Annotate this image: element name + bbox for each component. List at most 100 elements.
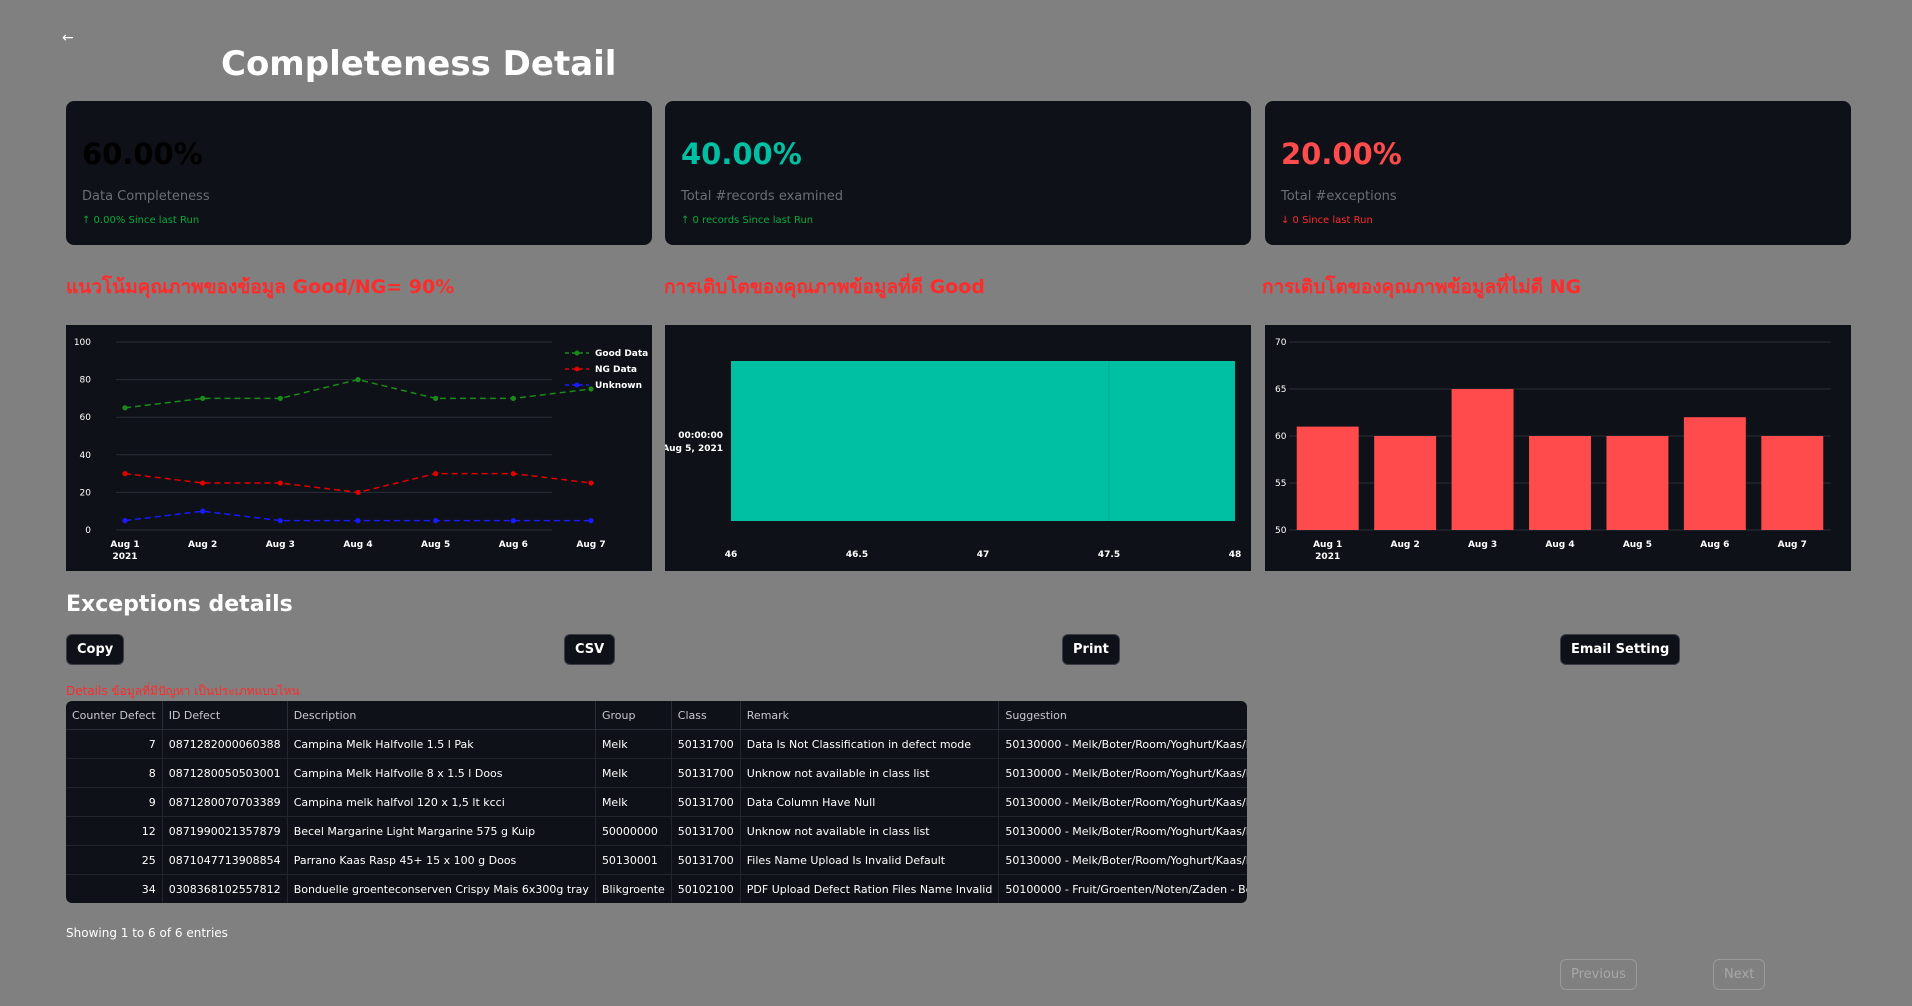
cell-id-defect: 0871280070703389 <box>162 787 288 817</box>
x-tick-label: Aug 7 <box>1778 540 1807 550</box>
cell-class: 50131700 <box>671 729 741 759</box>
column-header-group[interactable]: Group <box>595 701 672 730</box>
cell-suggestion: 50130000 - Melk/Boter/Room/Yoghurt/Kaas/… <box>998 758 1247 788</box>
next-page-button[interactable]: Next <box>1713 959 1766 990</box>
data-point <box>433 471 439 477</box>
y-tick-label: Aug 5, 2021 <box>665 444 723 454</box>
trend-line-chart-panel: 0 20 40 60 80 100 Aug 1 Aug 2 Aug 3 Aug 4 Aug 5 Aug… <box>66 325 652 571</box>
cell-group: 50130001 <box>595 845 672 875</box>
trend-line-chart: 0 20 40 60 80 100 Aug 1 Aug 2 Aug 3 Aug 4 Aug 5 Aug… <box>74 338 648 562</box>
x-tick-label: Aug 1 <box>110 540 139 550</box>
data-point <box>510 395 516 401</box>
page-title: Completeness Detail <box>221 44 617 84</box>
trend-section-title: แนวโน้มคุณภาพของข้อมูล Good/NG= 90% <box>66 276 455 298</box>
table-row: 25 0871047713908854 Parrano Kaas Rasp 45… <box>66 845 1247 875</box>
cell-class: 50131700 <box>671 816 741 846</box>
good-growth-bar-chart: 46 46.5 47 47.5 48 00:00:00 Aug 5, 2021 <box>662 361 1241 560</box>
bar <box>1529 436 1591 530</box>
y-tick-label: 60 <box>1275 432 1287 442</box>
cell-counter-defect: 25 <box>66 845 163 875</box>
bar <box>1761 436 1824 530</box>
cell-description: Campina Melk Halfvolle 8 x 1.5 l Doos <box>287 758 596 788</box>
column-header-class[interactable]: Class <box>671 701 741 730</box>
kpi-label: Total #records examined <box>681 189 844 204</box>
x-tick-label: Aug 7 <box>576 540 605 550</box>
column-header-description[interactable]: Description <box>287 701 596 730</box>
bar <box>731 361 1235 521</box>
column-header-suggestion[interactable]: Suggestion <box>998 701 1247 730</box>
column-header-remark[interactable]: Remark <box>740 701 1000 730</box>
column-header-id-defect[interactable]: ID Defect <box>162 701 288 730</box>
kpi-value: 60.00% <box>82 137 203 171</box>
x-tick-label: Aug 1 <box>1313 540 1342 550</box>
cell-id-defect: 0308368102557812 <box>162 874 288 903</box>
y-tick-label: 55 <box>1275 479 1286 489</box>
data-point <box>433 518 439 524</box>
good-growth-chart-panel: 46 46.5 47 47.5 48 00:00:00 Aug 5, 2021 <box>662 325 1251 571</box>
details-caption: Details ข้อมูลที่มีปัญหา เป็นประเภทแบบไห… <box>66 684 300 698</box>
bar <box>1374 436 1437 530</box>
cell-remark: Unknow not available in class list <box>740 816 1000 846</box>
legend-marker <box>574 366 580 372</box>
x-tick-label: Aug 2 <box>188 540 217 550</box>
cell-counter-defect: 34 <box>66 874 163 903</box>
x-tick-label: Aug 5 <box>421 540 450 550</box>
y-tick-label: 50 <box>1275 526 1287 536</box>
cell-counter-defect: 9 <box>66 787 163 817</box>
data-point <box>588 480 594 486</box>
kpi-label: Data Completeness <box>82 189 210 204</box>
cell-suggestion: 50100000 - Fruit/Groenten/Noten/Zaden - … <box>998 874 1247 903</box>
data-point <box>510 471 516 477</box>
kpi-label: Total #exceptions <box>1281 189 1397 204</box>
y-tick-label: 70 <box>1275 338 1287 348</box>
x-tick-label: Aug 6 <box>1700 540 1729 550</box>
legend-marker <box>574 382 580 388</box>
kpi-delta: ↑ 0.00% Since last Run <box>82 215 200 226</box>
data-point <box>277 518 283 524</box>
cell-description: Campina melk halfvol 120 x 1,5 lt kcci <box>287 787 596 817</box>
cell-counter-defect: 12 <box>66 816 163 846</box>
kpi-value: 20.00% <box>1281 137 1402 171</box>
data-point <box>200 480 206 486</box>
y-tick-label: 20 <box>80 488 92 498</box>
x-tick-label: Aug 4 <box>1545 540 1574 550</box>
x-tick-label: 47.5 <box>1098 550 1120 560</box>
email-setting-button[interactable]: Email Setting <box>1560 634 1681 665</box>
y-tick-label: 80 <box>80 376 92 386</box>
csv-button[interactable]: CSV <box>564 634 616 665</box>
cell-suggestion: 50130000 - Melk/Boter/Room/Yoghurt/Kaas/… <box>998 816 1247 846</box>
data-point <box>122 471 128 477</box>
column-header-counter-defect[interactable]: Counter Defect <box>66 701 163 730</box>
copy-button[interactable]: Copy <box>66 634 125 665</box>
kpi-delta: ↓ 0 Since last Run <box>1281 215 1373 226</box>
y-tick-label: 00:00:00 <box>678 431 723 441</box>
ng-growth-section-title: การเติบโตของคุณภาพข้อมูลที่ไม่ดี NG <box>1262 276 1582 298</box>
kpi-card-data-completeness: 60.00% Data Completeness ↑ 0.00% Since l… <box>66 101 652 245</box>
data-point <box>277 480 283 486</box>
x-tick-label: Aug 6 <box>499 540 528 550</box>
previous-page-button[interactable]: Previous <box>1560 959 1637 990</box>
cell-suggestion: 50130000 - Melk/Boter/Room/Yoghurt/Kaas/… <box>998 729 1247 759</box>
kpi-card-exceptions: 20.00% Total #exceptions ↓ 0 Since last … <box>1265 101 1851 245</box>
cell-description: Parrano Kaas Rasp 45+ 15 x 100 g Doos <box>287 845 596 875</box>
cell-description: Becel Margarine Light Margarine 575 g Ku… <box>287 816 596 846</box>
legend-label: Good Data <box>595 349 648 359</box>
cell-suggestion: 50130000 - Melk/Boter/Room/Yoghurt/Kaas/… <box>998 845 1247 875</box>
table-header-row: Counter Defect ID Defect Description Gro… <box>66 701 1247 730</box>
data-point <box>510 518 516 524</box>
print-button[interactable]: Print <box>1062 634 1120 665</box>
back-arrow-icon[interactable]: ← <box>62 30 74 46</box>
cell-id-defect: 0871990021357879 <box>162 816 288 846</box>
x-tick-label: Aug 2 <box>1391 540 1420 550</box>
bar <box>1683 417 1746 530</box>
x-tick-label: Aug 5 <box>1623 540 1652 550</box>
x-tick-label: 46 <box>725 550 738 560</box>
y-tick-label: 0 <box>85 526 91 536</box>
table-row: 8 0871280050503001 Campina Melk Halfvoll… <box>66 758 1247 788</box>
bar <box>1606 436 1669 530</box>
table-row: 34 0308368102557812 Bonduelle groentecon… <box>66 874 1247 903</box>
cell-group: 50000000 <box>595 816 672 846</box>
y-tick-label: 100 <box>74 338 91 348</box>
cell-group: Melk <box>595 729 672 759</box>
cell-counter-defect: 8 <box>66 758 163 788</box>
